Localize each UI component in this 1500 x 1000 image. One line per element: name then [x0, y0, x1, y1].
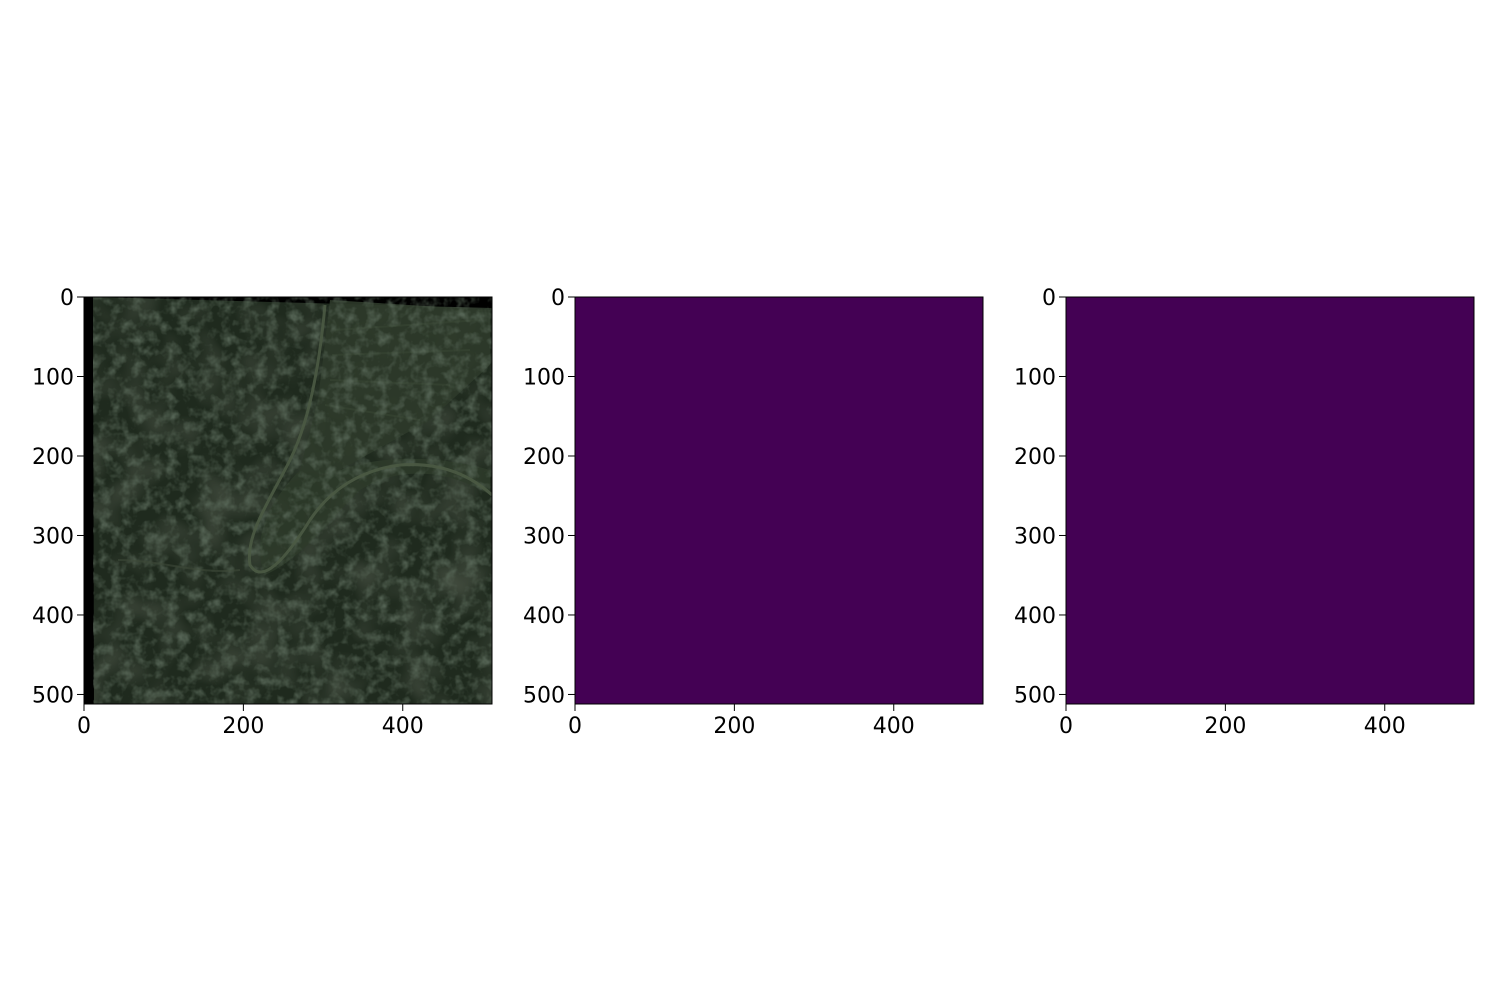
- axes-frame: [83, 296, 493, 705]
- x-tick-label: 0: [568, 714, 582, 739]
- x-tick-label: 200: [713, 714, 755, 739]
- y-tick-label: 300: [1014, 524, 1056, 549]
- y-tick-label: 100: [523, 365, 565, 390]
- x-tick-label: 200: [1204, 714, 1246, 739]
- panel-mask-prediction-2: 0 200 400 0 100 200 300 400 500: [1014, 286, 1475, 739]
- x-tick-label: 400: [382, 714, 424, 739]
- mask-image: [1066, 297, 1474, 704]
- mask-image: [575, 297, 983, 704]
- panel-satellite-image: 0 200 400 0 100 200 300 400 500: [32, 286, 493, 739]
- x-tick-label: 400: [1364, 714, 1406, 739]
- y-tick-label: 100: [1014, 365, 1056, 390]
- y-tick-label: 300: [32, 524, 74, 549]
- y-tick-label: 200: [523, 445, 565, 470]
- y-tick-label: 400: [32, 604, 74, 629]
- y-axis: 0 100 200 300 400 500: [32, 286, 84, 708]
- x-axis: 0 200 400: [77, 704, 424, 739]
- y-tick-label: 500: [32, 683, 74, 708]
- x-tick-label: 0: [1059, 714, 1073, 739]
- y-tick-label: 200: [1014, 445, 1056, 470]
- x-axis: 0 200 400: [568, 704, 915, 739]
- x-tick-label: 200: [222, 714, 264, 739]
- panel-mask-prediction-1: 0 200 400 0 100 200 300 400 500: [523, 286, 984, 739]
- y-tick-label: 0: [1042, 286, 1056, 311]
- y-tick-label: 0: [551, 286, 565, 311]
- y-axis: 0 100 200 300 400 500: [523, 286, 575, 708]
- y-tick-label: 400: [523, 604, 565, 629]
- y-tick-label: 500: [1014, 683, 1056, 708]
- y-tick-label: 400: [1014, 604, 1056, 629]
- x-tick-label: 400: [873, 714, 915, 739]
- y-tick-label: 0: [60, 286, 74, 311]
- y-tick-label: 300: [523, 524, 565, 549]
- y-axis: 0 100 200 300 400 500: [1014, 286, 1066, 708]
- y-tick-label: 500: [523, 683, 565, 708]
- y-tick-label: 200: [32, 445, 74, 470]
- axes-frame: [1065, 296, 1475, 705]
- satellite-photo: [84, 297, 492, 704]
- x-axis: 0 200 400: [1059, 704, 1406, 739]
- y-tick-label: 100: [32, 365, 74, 390]
- axes-frame: [574, 296, 984, 705]
- x-tick-label: 0: [77, 714, 91, 739]
